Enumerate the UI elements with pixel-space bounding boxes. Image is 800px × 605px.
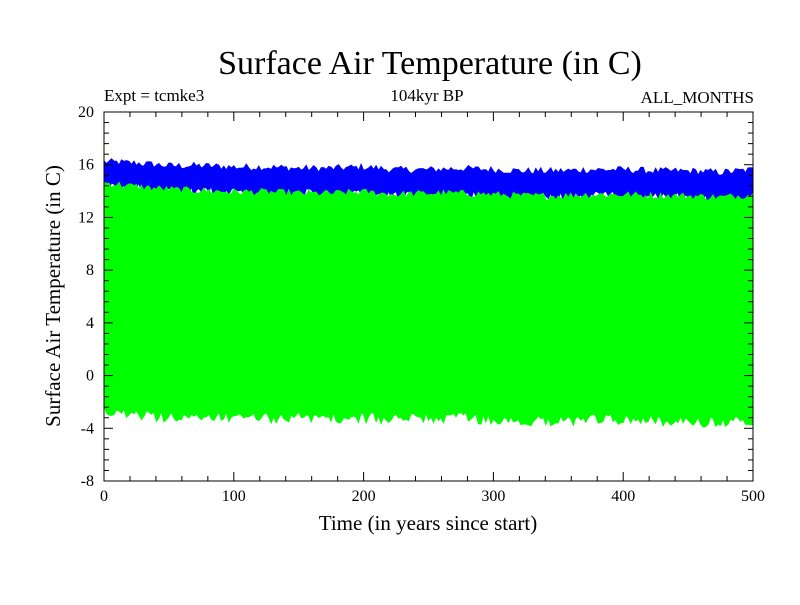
y-tick-label: 12 [78,209,94,226]
series-layer [103,158,754,428]
y-tick-label: -8 [81,473,94,490]
x-tick-label: 400 [611,488,635,505]
x-tick-label: 300 [481,488,505,505]
chart-subtitle-period: 104kyr BP [390,86,463,105]
y-tick-label: -4 [81,420,94,437]
chart-subtitle-experiment: Expt = tcmke3 [104,86,204,105]
chart-title: Surface Air Temperature (in C) [218,45,642,82]
x-tick-label: 500 [741,488,765,505]
y-tick-label: 0 [86,368,94,385]
x-tick-label: 0 [100,488,108,505]
plot-frame [103,111,754,482]
y-tick-label: 20 [78,104,94,121]
x-tick-label: 200 [352,488,376,505]
y-tick-label: 8 [86,262,94,279]
series-band-green [103,181,754,428]
ticks-layer: 0 100 200 300 400 500 -8 -4 0 4 8 12 16 20 [78,104,765,505]
chart-subtitle-months: ALL_MONTHS [641,88,754,107]
y-tick-label: 4 [86,315,94,332]
y-axis-label: Surface Air Temperature (in C) [41,165,65,427]
x-axis-label: Time (in years since start) [319,511,538,535]
x-tick-label: 100 [222,488,246,505]
y-tick-label: 16 [78,157,94,174]
